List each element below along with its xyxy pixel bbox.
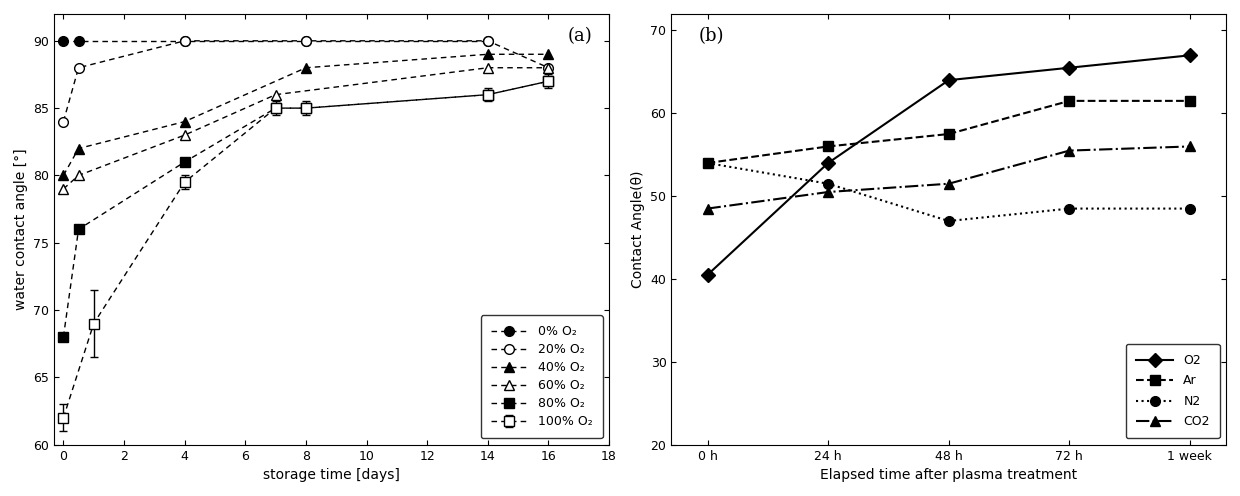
Ar — [821, 143, 836, 149]
O2 — [1061, 65, 1076, 71]
Ar — [941, 131, 956, 137]
Line: 80% O₂: 80% O₂ — [58, 76, 553, 342]
40% O₂ — [177, 119, 192, 124]
0% O₂ — [56, 38, 71, 44]
Line: 20% O₂: 20% O₂ — [58, 36, 553, 126]
O2 — [1183, 53, 1198, 59]
N2 — [941, 218, 956, 224]
40% O₂ — [541, 51, 556, 57]
CO2 — [821, 189, 836, 195]
20% O₂ — [71, 65, 86, 71]
Ar — [1183, 98, 1198, 104]
Line: 60% O₂: 60% O₂ — [58, 63, 553, 194]
Ar — [701, 160, 715, 166]
Line: N2: N2 — [703, 158, 1195, 226]
Legend: 0% O₂, 20% O₂, 40% O₂, 60% O₂, 80% O₂, 100% O₂: 0% O₂, 20% O₂, 40% O₂, 60% O₂, 80% O₂, 1… — [481, 315, 603, 438]
80% O₂ — [177, 159, 192, 165]
Ar — [1061, 98, 1076, 104]
80% O₂ — [71, 226, 86, 232]
60% O₂ — [541, 65, 556, 71]
20% O₂ — [56, 119, 71, 124]
20% O₂ — [177, 38, 192, 44]
CO2 — [1061, 148, 1076, 154]
Y-axis label: Contact Angle(θ): Contact Angle(θ) — [631, 171, 645, 288]
80% O₂ — [541, 78, 556, 84]
N2 — [1183, 206, 1198, 212]
O2 — [701, 272, 715, 278]
40% O₂ — [299, 65, 314, 71]
80% O₂ — [480, 92, 495, 98]
40% O₂ — [71, 145, 86, 151]
80% O₂ — [299, 105, 314, 111]
Line: CO2: CO2 — [703, 141, 1195, 213]
Text: (a): (a) — [568, 27, 593, 45]
X-axis label: Elapsed time after plasma treatment: Elapsed time after plasma treatment — [820, 468, 1078, 482]
40% O₂ — [56, 173, 71, 179]
Line: 40% O₂: 40% O₂ — [58, 50, 553, 181]
60% O₂ — [56, 186, 71, 192]
Text: (b): (b) — [699, 27, 724, 45]
CO2 — [701, 206, 715, 212]
N2 — [1061, 206, 1076, 212]
60% O₂ — [268, 92, 283, 98]
N2 — [701, 160, 715, 166]
80% O₂ — [268, 105, 283, 111]
CO2 — [1183, 143, 1198, 149]
O2 — [821, 160, 836, 166]
60% O₂ — [177, 132, 192, 138]
Line: 0% O₂: 0% O₂ — [58, 36, 492, 46]
60% O₂ — [71, 173, 86, 179]
Y-axis label: water contact angle [°]: water contact angle [°] — [14, 148, 27, 310]
20% O₂ — [299, 38, 314, 44]
20% O₂ — [480, 38, 495, 44]
N2 — [821, 181, 836, 186]
80% O₂ — [56, 334, 71, 340]
60% O₂ — [480, 65, 495, 71]
20% O₂ — [541, 65, 556, 71]
Line: O2: O2 — [703, 51, 1195, 280]
CO2 — [941, 181, 956, 186]
40% O₂ — [480, 51, 495, 57]
Legend: O2, Ar, N2, CO2: O2, Ar, N2, CO2 — [1126, 344, 1220, 438]
0% O₂ — [480, 38, 495, 44]
0% O₂ — [71, 38, 86, 44]
0% O₂ — [299, 38, 314, 44]
Line: Ar: Ar — [703, 96, 1195, 168]
X-axis label: storage time [days]: storage time [days] — [263, 468, 401, 482]
0% O₂ — [177, 38, 192, 44]
O2 — [941, 77, 956, 83]
